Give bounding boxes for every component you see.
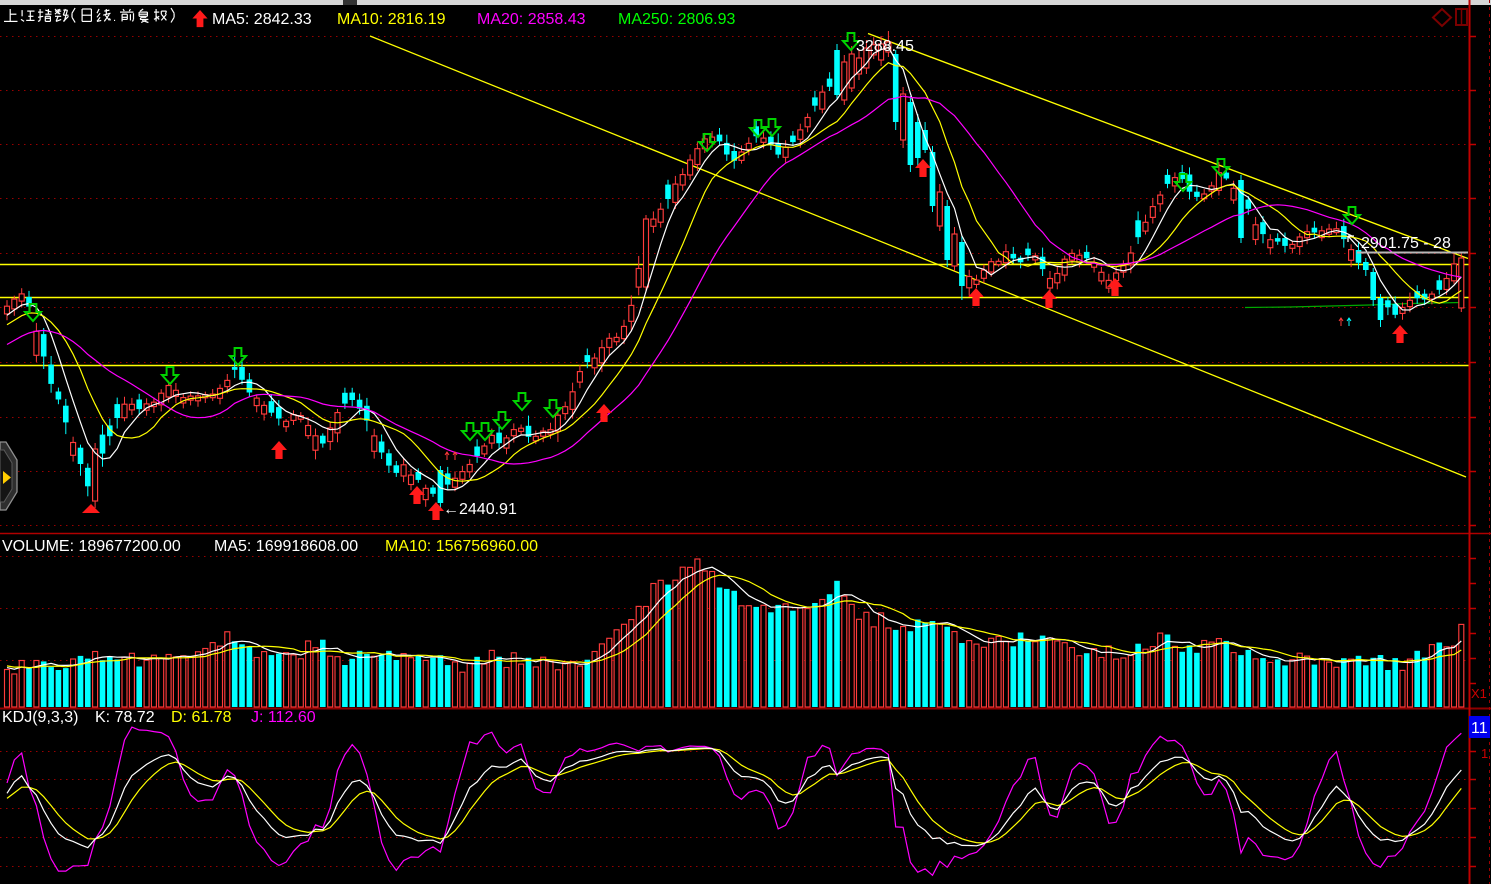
svg-text:X1: X1 [1471, 686, 1487, 701]
svg-text:1: 1 [1481, 746, 1488, 761]
svg-text:MA250: 2806.93: MA250: 2806.93 [618, 11, 736, 28]
svg-text:MA10: 156756960.00: MA10: 156756960.00 [385, 538, 538, 555]
svg-text:11: 11 [1471, 720, 1488, 737]
svg-text:MA20: 2858.43: MA20: 2858.43 [477, 11, 586, 28]
svg-text:←2440.91: ←2440.91 [443, 501, 517, 518]
svg-text:VOLUME: 189677200.00: VOLUME: 189677200.00 [2, 538, 181, 555]
svg-text:2901.75 - 28: 2901.75 - 28 [1361, 235, 1451, 252]
svg-text:D: 61.78: D: 61.78 [171, 709, 232, 726]
svg-text:3288.45: 3288.45 [856, 38, 914, 55]
svg-text:MA5: 2842.33: MA5: 2842.33 [212, 11, 312, 28]
svg-text:MA10: 2816.19: MA10: 2816.19 [337, 11, 446, 28]
svg-text:MA5: 169918608.00: MA5: 169918608.00 [214, 538, 358, 555]
svg-text:J: 112.60: J: 112.60 [251, 709, 316, 726]
svg-text:KDJ(9,3,3): KDJ(9,3,3) [2, 709, 78, 726]
svg-text:K: 78.72: K: 78.72 [95, 709, 155, 726]
